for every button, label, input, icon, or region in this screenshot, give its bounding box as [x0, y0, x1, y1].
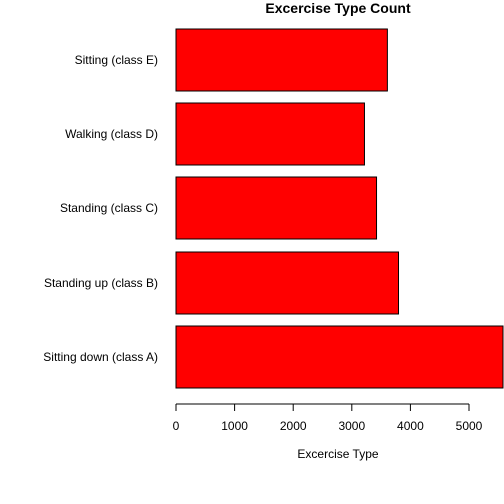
category-labels: Sitting down (class A) Standing up (class… — [43, 53, 158, 364]
bars-group — [175, 28, 504, 389]
chart-title: Excercise Type Count — [265, 0, 411, 16]
bar-sitting-down-class-a — [175, 325, 504, 389]
category-label: Sitting down (class A) — [43, 350, 158, 364]
x-axis-label: Excercise Type — [297, 447, 378, 461]
bar-walking-class-d — [175, 102, 365, 166]
category-label: Walking (class D) — [65, 127, 158, 141]
x-tick-label: 0 — [173, 419, 180, 433]
bar-sitting-class-e — [175, 28, 388, 92]
x-tick-label: 1000 — [221, 419, 248, 433]
x-tick-label: 4000 — [397, 419, 424, 433]
category-label: Sitting (class E) — [75, 53, 158, 67]
category-label: Standing up (class B) — [44, 276, 158, 290]
x-tick-label: 2000 — [280, 419, 307, 433]
x-axis: 0 1000 2000 3000 4000 5000 — [173, 403, 483, 433]
x-tick-label: 3000 — [338, 419, 365, 433]
bar-standing-up-class-b — [175, 251, 400, 315]
category-label: Standing (class C) — [60, 201, 158, 215]
x-tick-label: 5000 — [456, 419, 483, 433]
bar-standing-class-c — [175, 176, 378, 240]
